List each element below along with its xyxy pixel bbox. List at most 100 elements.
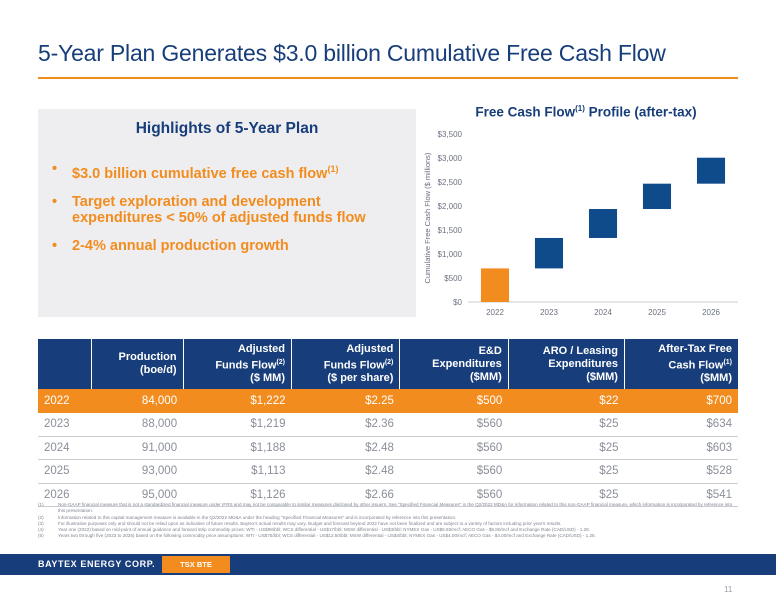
bullet-glyph: • bbox=[52, 237, 58, 254]
table-cell: $2.36 bbox=[291, 412, 400, 437]
table-cell: $1,222 bbox=[183, 389, 292, 413]
footnote-number: (3) bbox=[38, 520, 44, 526]
y-tick-label: $3,500 bbox=[438, 130, 463, 139]
footnote: (3) For illustrative purposes only and sh… bbox=[38, 521, 738, 527]
footnote: (5) Years two through five (2023 to 2026)… bbox=[38, 533, 738, 539]
highlight-item: • 2-4% annual production growth bbox=[48, 238, 408, 254]
highlight-text: $3.0 billion cumulative free cash flow bbox=[72, 165, 328, 182]
page-number: 11 bbox=[724, 585, 733, 594]
table-row: 2022 84,000 $1,222 $2.25 $500 $22 $700 bbox=[38, 389, 738, 413]
header-line: ($MM) bbox=[700, 372, 732, 385]
footnote-number: (2) bbox=[38, 514, 44, 520]
table-cell: $1,188 bbox=[183, 436, 292, 460]
table-cell: $2.48 bbox=[291, 459, 400, 484]
header-line: After-Tax Free bbox=[658, 342, 732, 355]
table-cell: $1,113 bbox=[183, 459, 292, 484]
table-cell: $560 bbox=[399, 436, 509, 460]
highlights-list: • $3.0 billion cumulative free cash flow(… bbox=[48, 161, 408, 266]
table-cell: 91,000 bbox=[91, 436, 184, 460]
header-line: Adjusted bbox=[237, 342, 285, 355]
highlight-item: • Target exploration and development expe… bbox=[48, 194, 408, 226]
row-year-cell: 2022 bbox=[38, 389, 92, 413]
footnote-number: (4) bbox=[38, 527, 44, 533]
row-year-cell: 2026 bbox=[38, 483, 92, 507]
footnotes: (1) Non-GAAP financial measure that is no… bbox=[38, 502, 738, 540]
y-axis-label: Cumulative Free Cash Flow ($ millions) bbox=[423, 152, 432, 283]
ticker-badge: TSX BTE bbox=[162, 556, 230, 573]
chart-title-suffix: Profile (after-tax) bbox=[584, 104, 697, 120]
header-line: Funds Flow bbox=[323, 359, 385, 372]
table-header-row: Production (boe/d) Adjusted Funds Flow(2) ($… bbox=[38, 339, 738, 389]
table-cell: $541 bbox=[624, 483, 738, 507]
x-tick-label: 2025 bbox=[648, 308, 666, 317]
bullet-glyph: • bbox=[52, 161, 58, 177]
y-tick-label: $2,000 bbox=[438, 202, 463, 211]
table-cell: $560 bbox=[399, 459, 509, 484]
header-footnote-ref: (1) bbox=[723, 358, 732, 366]
chart-title: Free Cash Flow(1) Profile (after-tax) bbox=[436, 104, 736, 120]
footnote-ref: (1) bbox=[327, 164, 339, 174]
title-underline bbox=[38, 77, 738, 79]
row-year-cell: 2023 bbox=[38, 412, 92, 437]
table-cell: $560 bbox=[399, 483, 509, 507]
y-tick-label: $1,500 bbox=[438, 226, 463, 235]
table-cell: $634 bbox=[624, 412, 738, 437]
table-header-cell: Production (boe/d) bbox=[90, 339, 184, 389]
slide-title: 5-Year Plan Generates $3.0 billion Cumul… bbox=[38, 40, 666, 66]
table-cell: $2.25 bbox=[291, 389, 400, 413]
highlight-text: Target exploration and development expen… bbox=[72, 193, 366, 226]
header-footnote-ref: (2) bbox=[276, 358, 285, 366]
y-tick-label: $1,000 bbox=[438, 250, 463, 259]
bar-2026 bbox=[696, 157, 726, 184]
x-tick-label: 2026 bbox=[702, 308, 720, 317]
footnote-text: Information related to this capital mana… bbox=[58, 514, 457, 520]
chart-title-text: Free Cash Flow bbox=[475, 104, 576, 120]
footnote-number: (5) bbox=[38, 533, 44, 539]
footnote-number: (1) bbox=[38, 502, 44, 507]
table-row: 2025 93,000 $1,113 $2.48 $560 $25 $528 bbox=[38, 459, 738, 484]
header-line: ARO / Leasing bbox=[542, 344, 618, 357]
y-tick-label: $500 bbox=[444, 274, 462, 283]
row-year-cell: 2024 bbox=[38, 436, 92, 460]
table-cell: $603 bbox=[624, 436, 738, 460]
table-cell: $1,219 bbox=[183, 412, 292, 437]
footnote-text: For illustrative purposes only and shoul… bbox=[58, 520, 562, 526]
header-line: ($ MM) bbox=[250, 372, 285, 385]
row-year-cell: 2025 bbox=[38, 459, 92, 484]
footnote: (2) Information related to this capital m… bbox=[38, 515, 738, 521]
table-cell: $25 bbox=[508, 459, 625, 484]
table-header-cell bbox=[38, 339, 92, 389]
table-cell: $2.66 bbox=[291, 483, 400, 507]
header-line: Expenditures bbox=[548, 357, 618, 370]
brand-logo-text: BAYTEX ENERGY CORP. bbox=[38, 559, 156, 569]
table-cell: $1,126 bbox=[183, 483, 292, 507]
x-tick-label: 2022 bbox=[486, 308, 504, 317]
y-tick-label: $0 bbox=[453, 298, 462, 307]
highlight-item: • $3.0 billion cumulative free cash flow(… bbox=[48, 161, 408, 182]
footnote-text: Year one (2022) based on mid-point of an… bbox=[58, 527, 591, 533]
header-footnote-ref: (2) bbox=[384, 358, 394, 366]
table-cell: $700 bbox=[624, 389, 738, 413]
table-cell: 95,000 bbox=[91, 483, 184, 507]
free-cash-flow-chart: Cumulative Free Cash Flow ($ millions) $0… bbox=[423, 130, 738, 317]
header-line: ($MM) bbox=[470, 370, 502, 383]
header-line: Production bbox=[118, 351, 177, 363]
table-cell: $25 bbox=[508, 436, 625, 460]
header-line: (boe/d) bbox=[139, 364, 177, 376]
header-line: Expenditures bbox=[432, 357, 502, 370]
table-row: 2023 88,000 $1,219 $2.36 $560 $25 $634 bbox=[38, 412, 738, 437]
table-cell: $528 bbox=[624, 459, 738, 484]
bar-2025 bbox=[642, 183, 672, 210]
table-cell: $560 bbox=[399, 412, 509, 437]
table-header-cell: ARO / Leasing Expenditures ($MM) bbox=[507, 339, 625, 389]
footnote: (1) Non-GAAP financial measure that is no… bbox=[38, 502, 738, 515]
highlight-text: 2-4% annual production growth bbox=[72, 237, 289, 254]
table-header-cell: E&D Expenditures ($MM) bbox=[399, 339, 509, 389]
table-header-cell: Adjusted Funds Flow(2) ($ per share) bbox=[290, 339, 400, 389]
table-body: 2022 84,000 $1,222 $2.25 $500 $22 $700 2023 88,0… bbox=[38, 389, 738, 507]
header-line: Adjusted bbox=[346, 342, 394, 355]
highlights-panel: Highlights of 5-Year Plan • $3.0 billion … bbox=[38, 109, 416, 317]
table-cell: 84,000 bbox=[91, 389, 184, 413]
table-cell: 88,000 bbox=[91, 412, 184, 437]
table-cell: $2.48 bbox=[291, 436, 400, 460]
